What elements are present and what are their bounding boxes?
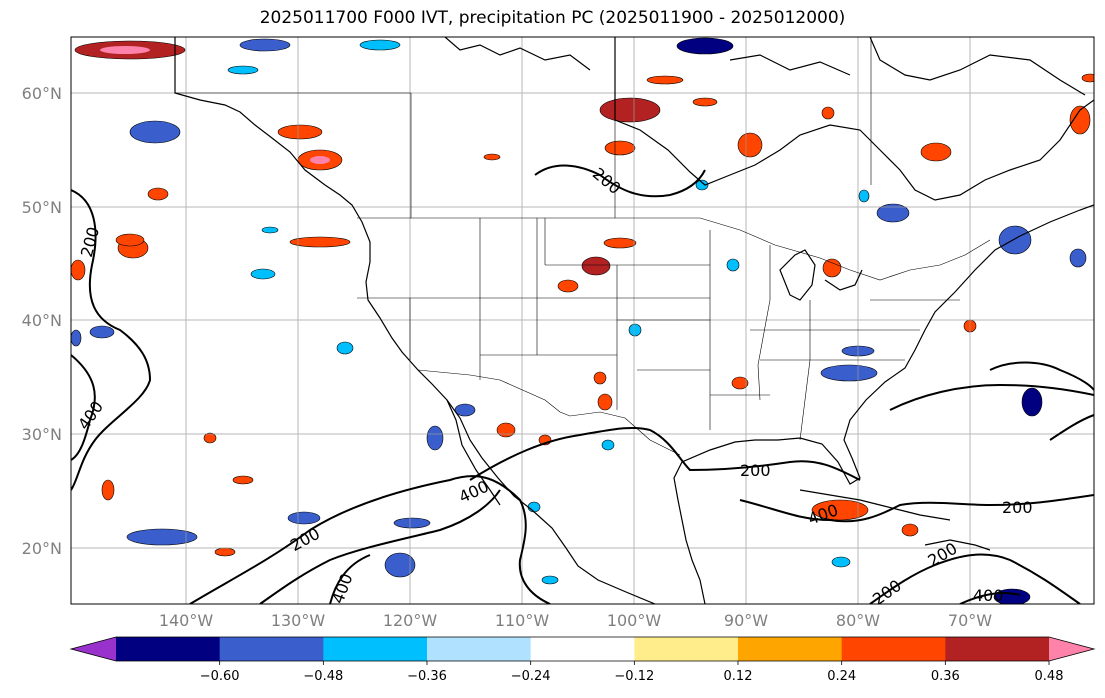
colorbar-segment	[219, 637, 324, 661]
lon-label: 90°W	[724, 611, 768, 630]
colorbar-tick-label: −0.36	[407, 669, 447, 684]
lon-label: 110°W	[495, 611, 550, 630]
colorbar-extend-high	[1049, 637, 1094, 661]
contour-label: 200	[1002, 498, 1033, 517]
colorbar-segment	[427, 637, 532, 661]
precip-anomaly-negative	[71, 37, 1087, 604]
map-frame	[70, 36, 1095, 605]
colorbar-segment	[323, 637, 428, 661]
lat-label: 40°N	[22, 311, 62, 330]
colorbar-extend-low	[71, 637, 116, 661]
lon-label: 140°W	[159, 611, 214, 630]
lon-label: 120°W	[383, 611, 438, 630]
coastlines	[174, 37, 1094, 604]
colorbar-segment	[738, 637, 843, 661]
colorbar: −0.60 −0.48 −0.36 −0.24 −0.12 0.12 0.24 0.36 0.4…	[69, 636, 1096, 684]
gridlines	[71, 37, 1094, 604]
lon-label: 100°W	[607, 611, 662, 630]
colorbar-tick-label: 0.12	[724, 669, 753, 684]
colorbar-tick-label: −0.48	[303, 669, 343, 684]
colorbar-tick-label: −0.60	[200, 669, 240, 684]
lon-label: 80°W	[836, 611, 880, 630]
lat-tick-labels: 20°N 30°N 40°N 50°N 60°N	[22, 84, 62, 558]
precip-anomaly-positive	[71, 40, 1094, 557]
colorbar-segment	[841, 637, 946, 661]
colorbar-segment	[634, 637, 739, 661]
lat-label: 50°N	[22, 198, 62, 217]
lat-label: 60°N	[22, 84, 62, 103]
political-borders	[175, 37, 991, 456]
colorbar-segment	[530, 637, 635, 661]
colorbar-segment	[116, 637, 221, 661]
colorbar-tick-label: 0.48	[1035, 669, 1064, 684]
colorbar-tick-label: 0.24	[827, 669, 856, 684]
lat-label: 30°N	[22, 425, 62, 444]
ivt-contours	[71, 164, 1094, 604]
colorbar-tick-label: −0.12	[614, 669, 654, 684]
lon-tick-labels: 140°W 130°W 120°W 110°W 100°W 90°W 80°W …	[159, 611, 992, 630]
colorbar-outline	[69, 636, 1096, 662]
contour-label: 200	[740, 461, 771, 480]
contour-label: 400	[973, 586, 1004, 605]
map-title: 2025011700 F000 IVT, precipitation PC (2…	[259, 8, 846, 28]
colorbar-segment	[945, 637, 1050, 661]
lon-label: 130°W	[271, 611, 326, 630]
lon-label: 70°W	[948, 611, 992, 630]
colorbar-tick-label: 0.36	[931, 669, 960, 684]
colorbar-tick-label: −0.24	[511, 669, 551, 684]
lat-label: 20°N	[22, 539, 62, 558]
